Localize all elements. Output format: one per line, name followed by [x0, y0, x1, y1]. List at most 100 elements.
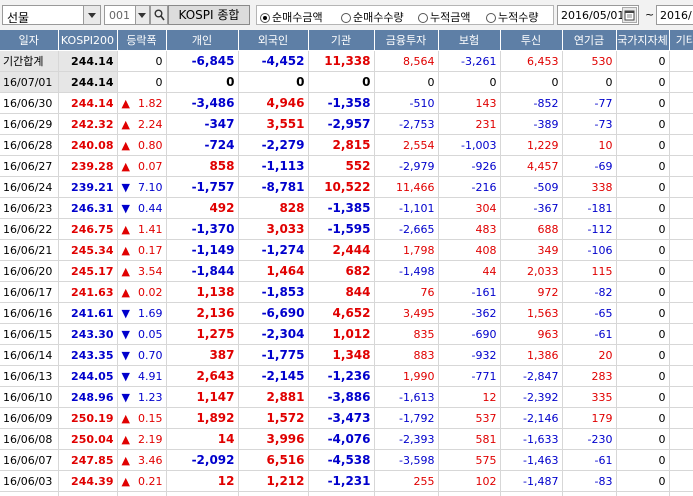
column-header-change[interactable]: 등락폭 — [117, 30, 167, 51]
cell-foreign: -1,853 — [238, 281, 309, 303]
table-row[interactable]: 16/06/02244.18▲0.60-2,0752,518-427-23526… — [0, 491, 693, 496]
cell-investment-trust: -2,146 — [500, 407, 563, 429]
cell-date: 기간합계 — [0, 50, 59, 72]
table-row[interactable]: 16/06/14 243.35 ▼ 0.70 387 -1,775 1,348 883 -932… — [0, 344, 693, 366]
cell-other-corporation: -298 — [669, 155, 693, 177]
cell-institution: 10,522 — [308, 176, 375, 198]
table-row[interactable]: 16/06/17 241.63 ▲ 0.02 1,138 -1,853 844 76 -161 9… — [0, 281, 693, 303]
date-from-field[interactable]: 2016/05/01 — [557, 5, 639, 25]
date-to-value: 2016/ — [660, 9, 692, 22]
column-header-individual[interactable]: 개인 — [166, 30, 239, 51]
column-header-other-corporation[interactable]: 기타법인 — [669, 30, 693, 51]
cell-kospi200: 245.34 — [58, 239, 118, 261]
table-row[interactable]: 16/06/07 247.85 ▲ 3.46 -2,092 6,516 -4,538 -3,5… — [0, 449, 693, 471]
cell-investment-trust: 2,033 — [500, 260, 563, 282]
radio-cumulative-amount[interactable]: 누적금액 — [418, 9, 470, 25]
cell-investment-trust: -1,633 — [500, 428, 563, 450]
column-header-date[interactable]: 일자 — [0, 30, 59, 51]
summary-row[interactable]: 기간합계 244.14 0 -6,845 -4,452 11,338 8,564 -3,261… — [0, 50, 693, 72]
column-header-pension[interactable]: 연기금 — [562, 30, 617, 51]
cell-pension: -181 — [562, 197, 617, 219]
cell-change-value: 0.17 — [138, 243, 163, 257]
market-select[interactable]: 선물 — [2, 5, 101, 25]
cell-date: 16/06/02 — [0, 491, 59, 496]
table-row[interactable]: 16/06/27 239.28 ▲ 0.07 858 -1,113 552 -2,979 -92… — [0, 155, 693, 177]
table-row[interactable]: 16/06/08 250.04 ▲ 2.19 14 3,996 -4,076 -2,393 58… — [0, 428, 693, 450]
cell-date: 16/06/10 — [0, 386, 59, 408]
column-header-institution[interactable]: 기관 — [308, 30, 375, 51]
cell-date: 16/06/14 — [0, 344, 59, 366]
column-header-insurance[interactable]: 보험 — [438, 30, 501, 51]
cell-financial-investment: 1,798 — [374, 239, 439, 261]
cell-government: 0 — [616, 134, 670, 156]
cell-insurance: 44 — [438, 260, 501, 282]
cell-insurance: -362 — [438, 302, 501, 324]
cell-individual: 12 — [166, 470, 239, 492]
cell-date: 16/06/29 — [0, 113, 59, 135]
cell-change-value: 2.19 — [138, 432, 163, 446]
cell-institution: 1,348 — [308, 344, 375, 366]
table-row[interactable]: 16/06/24 239.21 ▼ 7.10 -1,757 -8,781 10,522 11,… — [0, 176, 693, 198]
cell-investment-trust: 972 — [500, 281, 563, 303]
cell-financial-investment: 8,564 — [374, 50, 439, 72]
radio-cumulative-quantity[interactable]: 누적수량 — [486, 9, 538, 25]
column-header-kospi200[interactable]: KOSPI200 — [58, 30, 118, 51]
table-row[interactable]: 16/06/13 244.05 ▼ 4.91 2,643 -2,145 -1,236 1,99… — [0, 365, 693, 387]
column-header-financial-investment[interactable]: 금융투자 — [374, 30, 439, 51]
cell-change-value: 0 — [155, 54, 163, 68]
code-input[interactable]: 001 — [104, 5, 150, 25]
table-row[interactable]: 16/06/16 241.61 ▼ 1.69 2,136 -6,690 4,652 3,495… — [0, 302, 693, 324]
cell-change-value: 3.54 — [138, 264, 163, 278]
table-row[interactable]: 16/06/21 245.34 ▲ 0.17 -1,149 -1,274 2,444 1,79… — [0, 239, 693, 261]
cell-individual: -2,075 — [166, 491, 239, 496]
table-row[interactable]: 16/06/28 240.08 ▲ 0.80 -724 -2,279 2,815 2,554-… — [0, 134, 693, 156]
table-row[interactable]: 16/06/09 250.19 ▲ 0.15 1,892 1,572 -3,473 -1,79… — [0, 407, 693, 429]
cell-institution: 0 — [308, 71, 375, 93]
column-header-government[interactable]: 국가지자체 — [616, 30, 670, 51]
cell-individual: 858 — [166, 155, 239, 177]
table-row[interactable]: 16/06/23 246.31 ▼ 0.44 492 828 -1,385 -1,101 304… — [0, 197, 693, 219]
cell-financial-investment: -2,393 — [374, 428, 439, 450]
table-row[interactable]: 16/06/03 244.39 ▲ 0.21 12 1,212 -1,231 255 102 -1… — [0, 470, 693, 492]
table-row[interactable]: 16/06/29 242.32 ▲ 2.24 -347 3,551 -2,957 -2,753… — [0, 113, 693, 135]
table-row[interactable]: 16/06/20 245.17 ▲ 3.54 -1,844 1,464 682 -1,498 4… — [0, 260, 693, 282]
search-button[interactable] — [150, 5, 168, 25]
cell-change-value: 0 — [155, 75, 163, 89]
table-header-row: 일자 KOSPI200 등락폭 개인 외국인 기관 금융투자 보험 투신 연기금… — [0, 30, 693, 51]
table-row[interactable]: 16/06/10 248.96 ▼ 1.23 1,147 2,881 -3,886 -1,61… — [0, 386, 693, 408]
radio-net-quantity[interactable]: 순매수수량 — [341, 9, 404, 25]
cell-date: 16/06/20 — [0, 260, 59, 282]
table-row[interactable]: 16/06/30 244.14 ▲ 1.82 -3,486 4,946 -1,358 -510… — [0, 92, 693, 114]
cell-other-corporation: 738 — [669, 365, 693, 387]
cell-insurance: 231 — [438, 113, 501, 135]
cell-other-corporation: 64 — [669, 197, 693, 219]
cell-individual: -1,370 — [166, 218, 239, 240]
table-row[interactable]: 16/06/22 246.75 ▲ 1.41 -1,370 3,033 -1,595 -2,6… — [0, 218, 693, 240]
cell-date: 16/06/21 — [0, 239, 59, 261]
cell-insurance: 143 — [438, 92, 501, 114]
cell-investment-trust: 6,453 — [500, 50, 563, 72]
cell-insurance: 483 — [438, 218, 501, 240]
cell-government: 0 — [616, 239, 670, 261]
cell-financial-investment: -235 — [374, 491, 439, 496]
triangle-up-icon: ▲ — [121, 243, 130, 257]
cell-change: 0 — [117, 71, 167, 93]
chevron-down-icon[interactable] — [135, 6, 149, 24]
column-header-foreign[interactable]: 외국인 — [238, 30, 309, 51]
cell-government: 0 — [616, 365, 670, 387]
table-row[interactable]: 16/06/15 243.30 ▼ 0.05 1,275 -2,304 1,012 835 -6… — [0, 323, 693, 345]
cell-other-corporation: 17 — [669, 176, 693, 198]
cell-change: ▲ 3.46 — [117, 449, 167, 471]
cell-insurance: 575 — [438, 449, 501, 471]
cell-institution: -1,595 — [308, 218, 375, 240]
column-header-investment-trust[interactable]: 투신 — [500, 30, 563, 51]
radio-net-amount[interactable]: 순매수금액 — [260, 9, 323, 25]
calendar-icon[interactable] — [622, 7, 637, 23]
cell-investment-trust: -509 — [500, 176, 563, 198]
chevron-down-icon[interactable] — [83, 6, 100, 24]
cell-change-value: 1.41 — [138, 222, 163, 236]
date-to-field[interactable]: 2016/ — [656, 5, 693, 25]
cell-change-value: 0.07 — [138, 159, 163, 173]
triangle-up-icon: ▲ — [121, 222, 130, 236]
